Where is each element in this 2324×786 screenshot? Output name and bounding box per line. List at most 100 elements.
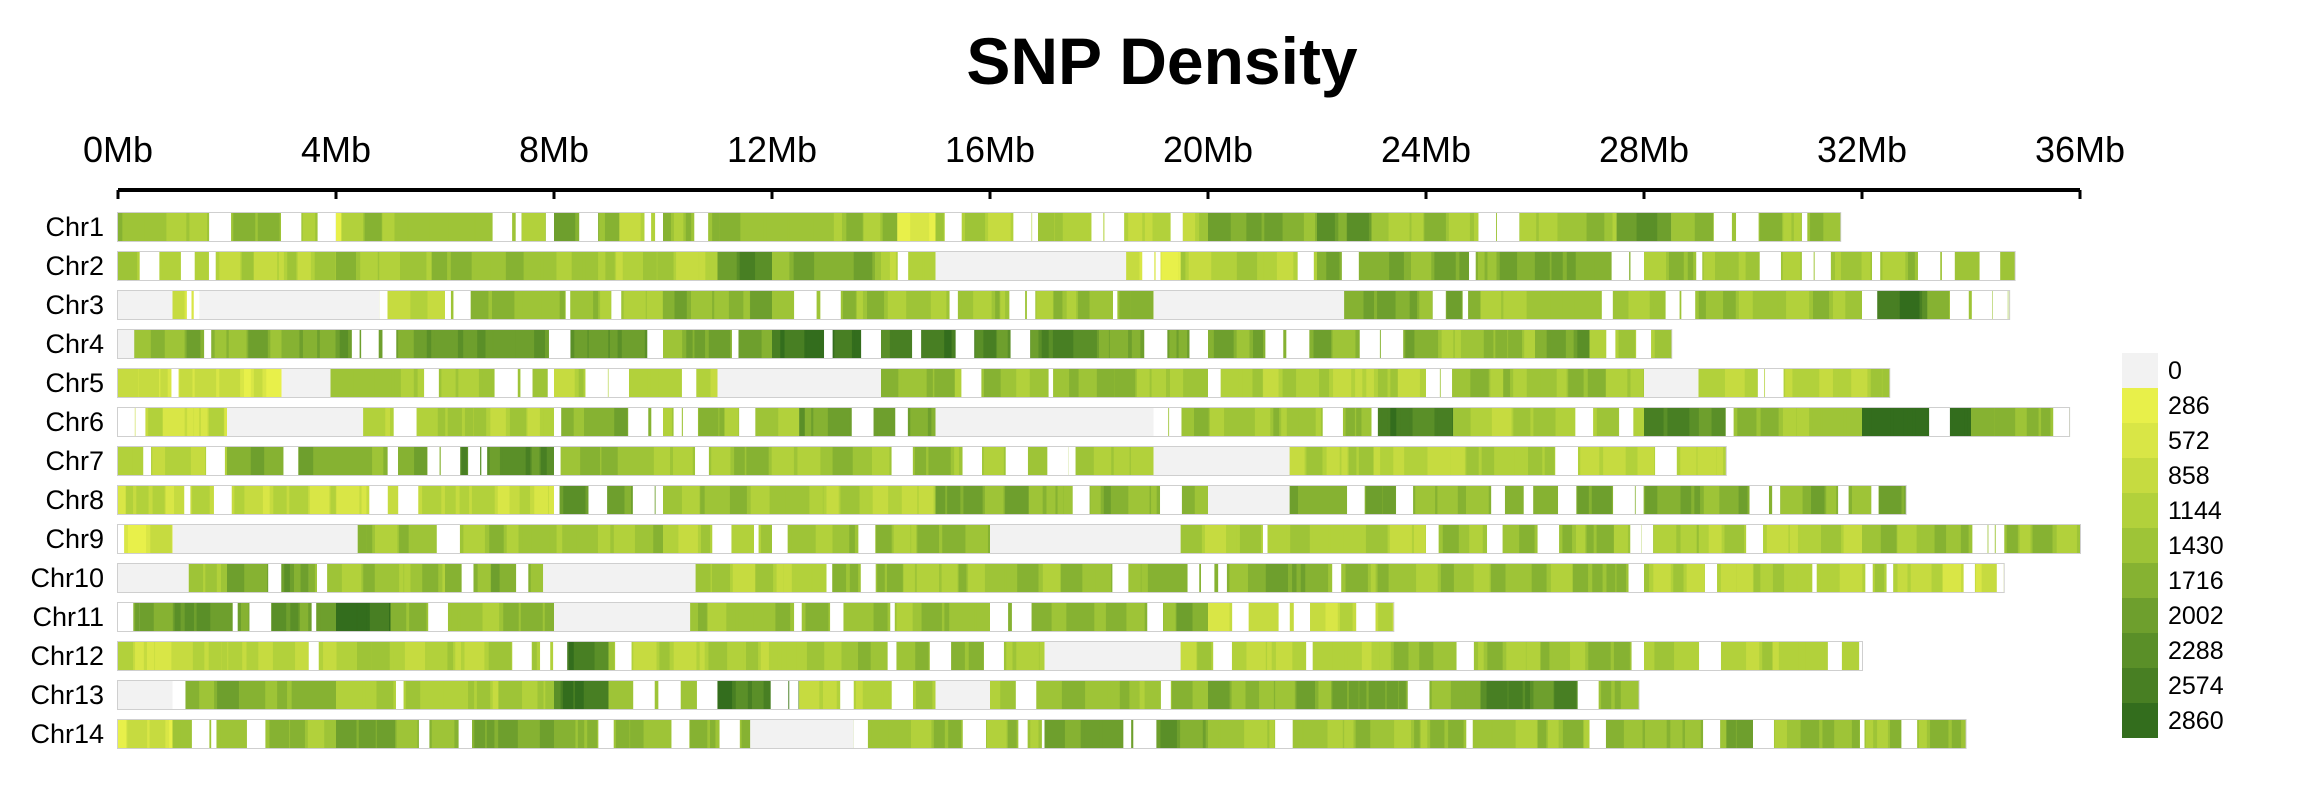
density-stripe (556, 525, 563, 553)
density-stripe (897, 213, 911, 241)
density-stripe (506, 525, 519, 553)
density-stripe (1194, 603, 1208, 631)
density-stripe (418, 408, 436, 436)
density-stripe (221, 564, 227, 592)
density-stripe (1726, 720, 1736, 748)
chromosome-row: Chr11 (32, 602, 1395, 632)
density-stripe (630, 369, 648, 397)
density-stripe (1273, 408, 1280, 436)
density-stripe (1757, 369, 1765, 397)
legend-swatch (2122, 388, 2158, 423)
legend-swatch (2122, 563, 2158, 598)
density-stripe (151, 330, 163, 358)
density-stripe (1603, 447, 1626, 475)
density-stripe (1412, 408, 1435, 436)
density-stripe (1313, 330, 1332, 358)
density-stripe (1281, 408, 1287, 436)
density-stripe (695, 564, 711, 592)
density-stripe (965, 525, 986, 553)
density-stripe (1481, 447, 1495, 475)
density-stripe (193, 291, 200, 319)
density-stripe (196, 603, 211, 631)
density-stripe (1079, 369, 1094, 397)
density-stripe (842, 642, 856, 670)
density-stripe (1698, 369, 1722, 397)
density-stripe (470, 291, 489, 319)
density-stripe (770, 681, 789, 709)
density-stripe (600, 291, 611, 319)
density-stripe (1508, 681, 1523, 709)
density-stripe (1128, 213, 1143, 241)
density-stripe (935, 486, 946, 514)
density-stripe (280, 681, 287, 709)
density-stripe (1971, 291, 1993, 319)
density-stripe (1786, 291, 1810, 319)
density-stripe (1605, 720, 1624, 748)
density-stripe (609, 486, 625, 514)
density-stripe (995, 291, 1000, 319)
density-stripe (283, 447, 299, 475)
density-stripe (1359, 252, 1380, 280)
density-stripe (525, 447, 531, 475)
density-stripe (685, 213, 692, 241)
density-stripe (1359, 681, 1367, 709)
density-stripe (199, 681, 215, 709)
density-stripe (426, 252, 432, 280)
density-stripe (1332, 564, 1342, 592)
density-stripe (1264, 213, 1283, 241)
density-stripe (1525, 681, 1530, 709)
legend-label: 2860 (2168, 707, 2224, 735)
density-stripe (1003, 369, 1013, 397)
density-stripe (1298, 408, 1316, 436)
density-stripe (540, 447, 547, 475)
density-stripe (363, 408, 383, 436)
density-stripe (698, 408, 719, 436)
density-stripe (262, 642, 270, 670)
density-stripe (249, 603, 272, 631)
density-stripe (1480, 291, 1502, 319)
density-stripe (1861, 252, 1871, 280)
density-stripe (772, 291, 778, 319)
density-stripe (1879, 486, 1902, 514)
density-stripe (1703, 720, 1721, 748)
density-stripe (1654, 642, 1675, 670)
chromosome-label: Chr5 (45, 368, 104, 398)
density-stripe (764, 681, 770, 709)
density-stripe (1568, 369, 1584, 397)
density-stripe (1293, 603, 1311, 631)
density-stripe (1667, 408, 1690, 436)
legend-swatch (2122, 493, 2158, 528)
density-stripe (1333, 642, 1345, 670)
chromosome-label: Chr4 (45, 329, 104, 359)
density-stripe (655, 486, 663, 514)
density-stripe (598, 720, 614, 748)
density-stripe (901, 369, 924, 397)
density-stripe (594, 642, 609, 670)
density-stripe (751, 681, 764, 709)
density-stripe (1871, 408, 1891, 436)
density-stripe (330, 486, 336, 514)
density-stripe (1355, 369, 1363, 397)
density-stripe (1455, 369, 1467, 397)
density-stripe (717, 681, 733, 709)
density-stripe (543, 252, 554, 280)
density-stripe (663, 525, 677, 553)
density-stripe (1907, 408, 1913, 436)
x-tick-label: 24Mb (1381, 129, 1471, 170)
density-stripe (1109, 330, 1129, 358)
density-stripe (1631, 642, 1644, 670)
density-stripe (382, 330, 397, 358)
density-stripe (673, 447, 693, 475)
density-stripe (1686, 564, 1705, 592)
density-stripe (1358, 447, 1374, 475)
density-stripe (1015, 681, 1037, 709)
density-stripe (1161, 252, 1179, 280)
density-stripe (744, 213, 764, 241)
density-stripe (298, 447, 314, 475)
density-stripe (422, 681, 444, 709)
density-stripe (1772, 486, 1781, 514)
density-stripe (548, 330, 554, 358)
legend-swatch (2122, 353, 2158, 388)
density-stripe (1005, 486, 1029, 514)
